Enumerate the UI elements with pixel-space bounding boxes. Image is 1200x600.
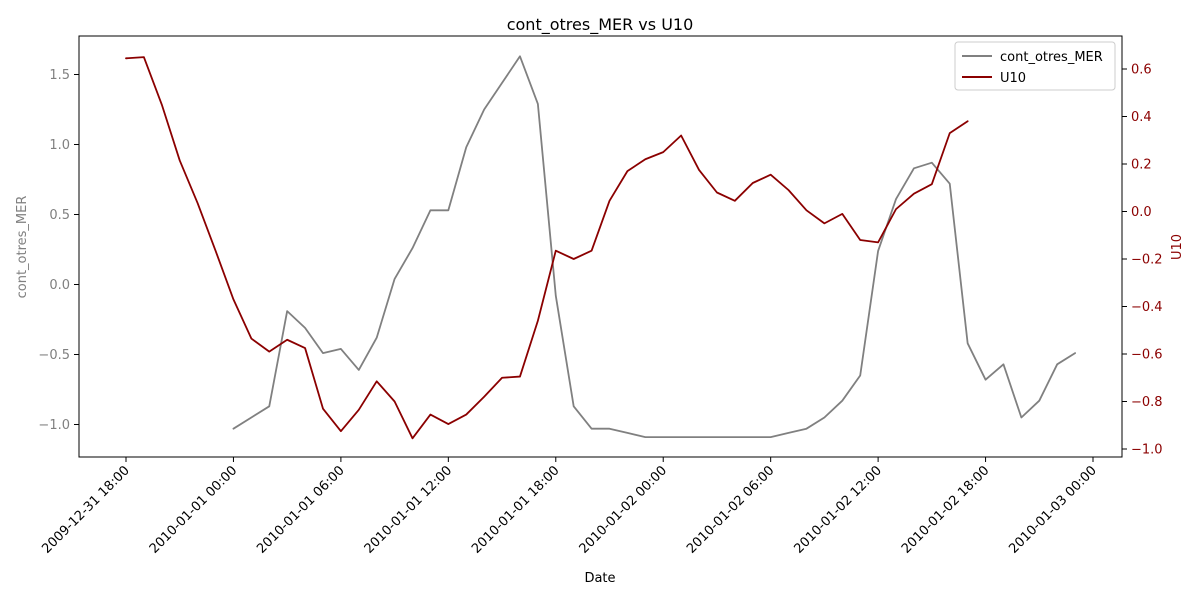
legend: cont_otres_MER U10 [954, 41, 1116, 91]
x-tick-label: 2010-01-02 00:00 [577, 463, 670, 556]
series-layer [125, 55, 1076, 440]
x-tick-label: 2010-01-03 00:00 [1006, 463, 1099, 556]
series-line-cont-otres-mer [232, 55, 1076, 439]
left-y-tick-label: −0.5 [38, 348, 70, 363]
right-y-axis-title: U10 [1170, 234, 1185, 260]
series-line-u10 [125, 56, 969, 440]
right-y-tick-label: −0.6 [1131, 348, 1163, 363]
left-y-tick-label: 1.0 [49, 138, 70, 153]
right-y-tick-label: 0.2 [1131, 158, 1152, 173]
right-y-tick-label: −0.2 [1131, 253, 1163, 268]
left-y-axis: −1.0 −0.5 0.0 0.5 1.0 1.5 [38, 68, 79, 433]
left-y-tick-label: 0.0 [49, 278, 70, 293]
right-y-tick-label: 0.4 [1131, 110, 1152, 125]
right-y-axis: −1.0 −0.8 −0.6 −0.4 −0.2 0.0 0.2 0.4 0.6 [1122, 63, 1163, 458]
x-tick-label: 2010-01-01 18:00 [469, 463, 562, 556]
x-axis: 2009-12-31 18:00 2010-01-01 00:00 2010-01-… [39, 457, 1100, 557]
right-y-tick-label: 0.6 [1131, 63, 1152, 78]
legend-box [954, 41, 1116, 91]
right-y-tick-label: −1.0 [1131, 443, 1163, 458]
x-tick-label: 2009-12-31 18:00 [39, 463, 132, 556]
x-tick-label: 2010-01-02 12:00 [791, 463, 884, 556]
legend-label-u10: U10 [1000, 71, 1026, 86]
chart-title: cont_otres_MER vs U10 [507, 15, 694, 35]
x-tick-label: 2010-01-01 06:00 [254, 463, 347, 556]
right-y-tick-label: −0.4 [1131, 300, 1163, 315]
right-y-tick-label: −0.8 [1131, 395, 1163, 410]
x-axis-title: Date [584, 571, 615, 586]
left-y-tick-label: −1.0 [38, 418, 70, 433]
left-y-tick-label: 0.5 [49, 208, 70, 223]
x-tick-label: 2010-01-01 12:00 [362, 463, 455, 556]
plot-frame [78, 35, 1123, 458]
x-tick-label: 2010-01-02 18:00 [899, 463, 992, 556]
x-tick-label: 2010-01-01 00:00 [147, 463, 240, 556]
right-y-tick-label: 0.0 [1131, 205, 1152, 220]
left-y-axis-title: cont_otres_MER [15, 196, 30, 299]
x-tick-label: 2010-01-02 06:00 [684, 463, 777, 556]
left-y-tick-label: 1.5 [49, 68, 70, 83]
legend-label-cont-otres-mer: cont_otres_MER [1000, 50, 1103, 65]
